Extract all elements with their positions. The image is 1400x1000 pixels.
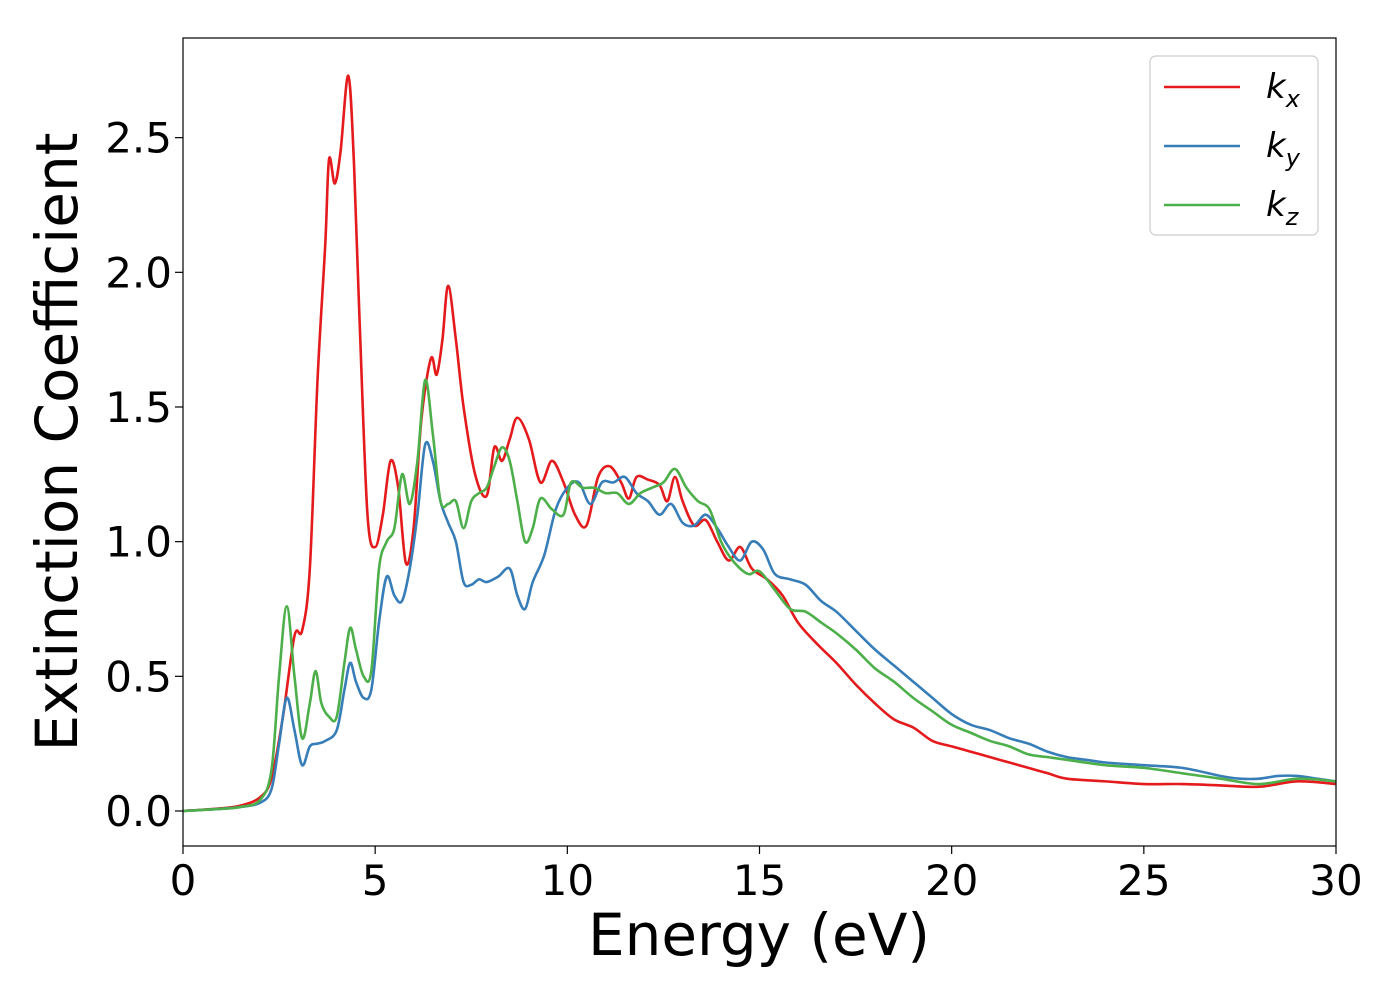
series-line-y [182, 440, 1337, 813]
legend-label-y: ky [1266, 126, 1301, 172]
x-tick-label: 20 [925, 856, 978, 905]
y-tick-label: 1.5 [105, 383, 172, 432]
x-axis-ticks: 0 5 10 15 20 25 30 [170, 846, 1363, 905]
series-line-z [182, 378, 1337, 813]
y-tick-label: 1.0 [105, 518, 172, 567]
plot-area [183, 38, 1336, 846]
y-axis-label: Extinction Coefficient [23, 133, 91, 752]
y-axis-ticks: 0.0 0.5 1.0 1.5 2.0 2.5 [105, 114, 183, 836]
legend-label-x: kx [1266, 67, 1301, 113]
x-tick-label: 15 [733, 856, 786, 905]
x-axis-label: Energy (eV) [588, 901, 930, 969]
x-tick-label: 10 [541, 856, 594, 905]
x-tick-label: 30 [1309, 856, 1362, 905]
series-line-x [182, 74, 1337, 813]
legend: kx ky kz [1149, 55, 1319, 236]
y-tick-label: 0.0 [105, 787, 172, 836]
y-tick-label: 0.5 [105, 652, 172, 701]
y-tick-label: 2.0 [105, 248, 172, 297]
x-tick-label: 0 [170, 856, 197, 905]
legend-label-z: kz [1266, 185, 1300, 231]
series-layer [182, 74, 1337, 813]
x-tick-label: 5 [362, 856, 389, 905]
y-tick-label: 2.5 [105, 114, 172, 163]
x-tick-label: 25 [1117, 856, 1170, 905]
